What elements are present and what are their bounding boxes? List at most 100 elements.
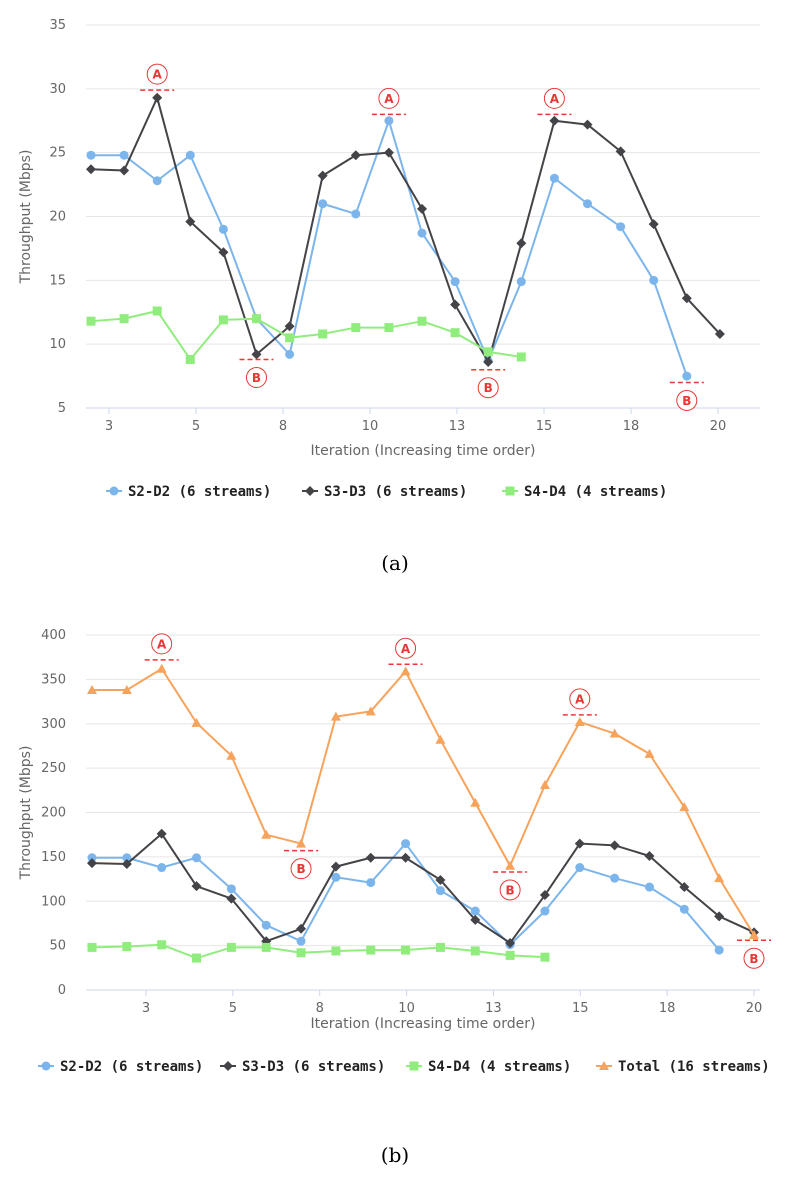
data-point-s2 [616, 222, 626, 232]
data-point-s2 [318, 199, 328, 209]
data-point-s4 [516, 352, 526, 362]
legend-marker [223, 1061, 233, 1071]
data-point-total [121, 685, 132, 695]
data-point-s2 [185, 150, 195, 160]
data-point-s2 [86, 150, 96, 160]
annotation-circle [290, 858, 312, 880]
data-point-s2 [351, 209, 361, 219]
data-point-s2 [122, 853, 132, 863]
data-point-s3 [185, 216, 196, 227]
x-tick-label: 18 [659, 1001, 676, 1016]
annotation-label: A [153, 68, 163, 82]
data-point-total [400, 666, 411, 676]
annotation-circle [395, 637, 417, 659]
data-point-s4 [384, 323, 394, 333]
data-point-s4 [331, 946, 341, 956]
data-point-s3 [400, 852, 411, 863]
data-point-s4 [226, 942, 236, 952]
x-tick-label: 13 [449, 419, 466, 434]
data-point-s3 [574, 838, 585, 849]
data-point-s2 [470, 906, 480, 916]
annotation-label: B [252, 371, 261, 385]
data-point-s2 [682, 371, 692, 381]
annotation-circle [477, 377, 499, 399]
data-point-s2 [296, 936, 306, 946]
data-point-s4 [122, 942, 132, 952]
data-point-s4 [218, 315, 228, 325]
x-tick-label: 13 [485, 1001, 502, 1016]
data-point-s3 [350, 150, 361, 161]
y-tick-label: 100 [41, 894, 66, 909]
data-point-s3 [86, 164, 96, 175]
annotation-circle [146, 63, 168, 85]
legend-marker [599, 1061, 609, 1070]
legend-label: S2-D2 (6 streams) [128, 484, 271, 500]
data-point-total [749, 929, 759, 939]
y-axis-title: Throughput (Mbps) [18, 746, 34, 881]
data-point-s3 [284, 321, 295, 332]
annotation-circle [499, 879, 521, 901]
legend-marker [109, 486, 119, 496]
data-point-s4 [157, 940, 167, 950]
y-tick-label: 5 [58, 401, 66, 416]
data-point-total [539, 779, 550, 789]
series-line-s4 [90, 309, 522, 361]
data-point-s2 [417, 228, 427, 238]
y-tick-label: 300 [41, 717, 66, 732]
data-point-s4 [119, 314, 129, 324]
legend-marker [305, 486, 315, 496]
legend-label: Total (16 streams) [618, 1059, 770, 1075]
data-point-s3 [87, 858, 97, 869]
legend-label: S3-D3 (6 streams) [324, 484, 467, 500]
data-point-total [470, 797, 481, 807]
data-point-s3 [119, 165, 130, 176]
x-axis-title: Iteration (Increasing time order) [311, 443, 536, 459]
data-point-s2 [384, 116, 394, 126]
data-point-s3 [191, 881, 202, 892]
x-tick-label: 10 [362, 419, 379, 434]
annotation-label: A [384, 92, 394, 106]
data-point-s3 [121, 858, 132, 869]
data-point-s2 [644, 882, 654, 892]
data-point-s3 [218, 247, 229, 258]
data-point-s4 [470, 946, 480, 956]
data-point-total [156, 663, 167, 673]
data-point-s3 [714, 328, 725, 339]
data-point-s4 [401, 945, 411, 955]
annotation-label: B [749, 952, 758, 966]
data-point-s4 [252, 314, 261, 324]
data-point-s3 [156, 828, 167, 839]
chart-b: 0 50 100 150 200 250 300 350 400 3 5 8 10 13 15 18 20 Ite… [18, 628, 771, 1167]
data-point-s4 [483, 347, 493, 357]
data-point-s4 [351, 323, 361, 333]
y-tick-label: 350 [41, 672, 66, 687]
x-axis-title: Iteration (Increasing time order) [311, 1016, 536, 1032]
annotation-label: A [575, 692, 585, 706]
y-tick-label: 20 [49, 210, 66, 225]
data-point-s3 [582, 119, 593, 130]
data-point-s4 [285, 333, 295, 343]
data-point-s2 [610, 873, 620, 883]
data-point-s3 [609, 840, 620, 851]
figure-caption: (a) [381, 551, 409, 575]
y-tick-label: 30 [49, 82, 66, 97]
y-axis-title: Throughput (Mbps) [18, 150, 34, 285]
x-tick-label: 3 [105, 419, 113, 434]
y-tick-label: 35 [49, 18, 66, 33]
legend-marker [41, 1061, 51, 1071]
data-point-s2 [218, 224, 228, 234]
data-point-s2 [549, 173, 559, 183]
data-point-s4 [185, 354, 195, 364]
data-point-s2 [366, 878, 376, 888]
y-tick-label: 250 [41, 761, 66, 776]
data-point-total [644, 748, 655, 758]
y-tick-label: 15 [49, 273, 66, 288]
data-point-s3 [435, 874, 446, 885]
series-line-s2 [91, 119, 688, 377]
data-point-s4 [192, 953, 202, 963]
data-point-s2 [516, 277, 526, 287]
data-point-s2 [331, 872, 341, 882]
annotation-circle [151, 633, 173, 655]
data-point-s4 [152, 306, 162, 316]
